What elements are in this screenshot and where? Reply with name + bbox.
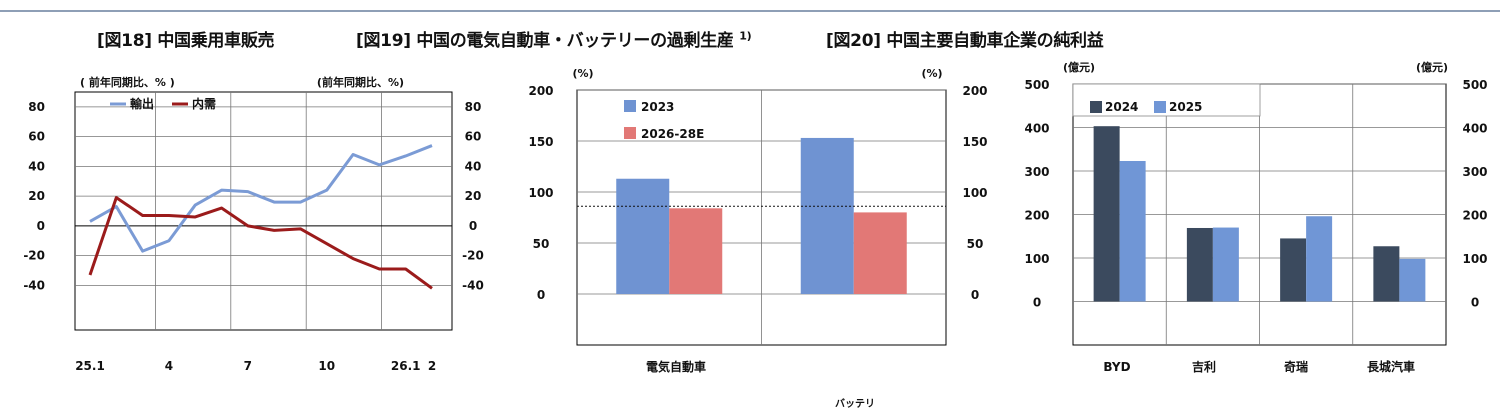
y-tick-label-left: 20 bbox=[28, 189, 45, 203]
y-tick-label-left: 100 bbox=[1024, 252, 1049, 266]
y-tick-label-right: 200 bbox=[962, 84, 987, 98]
y-tick-label-right: 80 bbox=[465, 100, 482, 114]
x-tick-label: BYD bbox=[1103, 360, 1130, 374]
y-tick-label-left: 100 bbox=[528, 186, 553, 200]
x-tick-label: 2 bbox=[428, 359, 436, 373]
y-tick-label-right: 500 bbox=[1462, 78, 1487, 92]
y-tick-label-right: 20 bbox=[465, 189, 482, 203]
y-tick-label-left: 0 bbox=[1033, 296, 1041, 310]
bar-2024 bbox=[1186, 227, 1213, 302]
legend-label: 2026-28E bbox=[641, 127, 704, 141]
x-tick-label: 10 bbox=[318, 359, 335, 373]
x-tick-label: 26.1 bbox=[391, 359, 421, 373]
y-tick-label-right: 0 bbox=[469, 219, 477, 233]
y-tick-label-left: 500 bbox=[1024, 78, 1049, 92]
bar-2024 bbox=[1373, 246, 1400, 302]
y-tick-label-right: -20 bbox=[462, 249, 484, 263]
left-axis-unit: ( 前年同期比、% ) bbox=[80, 75, 175, 89]
y-tick-label-right: 100 bbox=[962, 186, 987, 200]
bar-2025 bbox=[1119, 160, 1146, 302]
right-axis-unit: (%) bbox=[921, 67, 942, 80]
y-tick-label-left: 80 bbox=[28, 100, 45, 114]
y-tick-label-right: 50 bbox=[967, 237, 984, 251]
x-tick-label: 長城汽車 bbox=[1367, 359, 1415, 374]
x-tick-label: 奇瑞 bbox=[1284, 359, 1308, 374]
bar-2025 bbox=[1212, 227, 1239, 302]
x-tick-label: 25.1 bbox=[75, 359, 105, 373]
fig18-title: [図18] 中国乗用車販売 bbox=[97, 31, 275, 51]
y-tick-label-left: 150 bbox=[528, 135, 553, 149]
series-line-domestic bbox=[88, 196, 433, 290]
y-tick-label-right: -40 bbox=[462, 278, 484, 292]
legend-label: 2024 bbox=[1105, 100, 1138, 114]
legend-swatch bbox=[1090, 101, 1102, 113]
x-tick-label: 電気自動車 bbox=[646, 359, 706, 374]
legend-label: 2025 bbox=[1169, 100, 1202, 114]
y-tick-label-left: 0 bbox=[537, 288, 545, 302]
y-tick-label-left: 40 bbox=[28, 159, 45, 173]
y-tick-label-right: 200 bbox=[1462, 209, 1487, 223]
left-axis-unit: (%) bbox=[572, 67, 593, 80]
y-tick-label-left: -40 bbox=[23, 278, 45, 292]
y-tick-label-left: 200 bbox=[1024, 209, 1049, 223]
legend-box bbox=[1072, 83, 1261, 117]
y-tick-label-right: 40 bbox=[465, 159, 482, 173]
legend-swatch bbox=[624, 100, 636, 112]
right-axis-unit: (億元) bbox=[1416, 60, 1448, 74]
y-tick-label-right: 0 bbox=[1471, 296, 1479, 310]
left-axis-unit: (億元) bbox=[1063, 60, 1095, 74]
bar-2026-28E bbox=[669, 208, 723, 294]
y-tick-label-right: 400 bbox=[1462, 122, 1487, 136]
x-tick-label: 吉利 bbox=[1192, 359, 1216, 374]
fig20-title: [図20] 中国主要自動車企業の純利益 bbox=[826, 31, 1104, 51]
bar-2024 bbox=[1280, 238, 1307, 302]
y-tick-label-left: 200 bbox=[528, 84, 553, 98]
fig19-footnote-mark: 1) bbox=[739, 29, 752, 43]
legend-label: 内需 bbox=[192, 96, 216, 111]
legend-swatch bbox=[624, 127, 636, 139]
y-tick-label-left: 60 bbox=[28, 130, 45, 144]
fig19-title-text: [図19] 中国の電気自動車・バッテリーの過剰生産 bbox=[356, 31, 734, 51]
bar-2023 bbox=[800, 137, 854, 294]
y-tick-label-right: 100 bbox=[1462, 252, 1487, 266]
bar-2023 bbox=[616, 178, 670, 294]
x-tick-label: バッテリ bbox=[835, 398, 875, 410]
y-tick-label-left: 0 bbox=[37, 219, 45, 233]
plot-frame bbox=[74, 91, 453, 331]
series-line-export bbox=[89, 144, 433, 253]
y-tick-label-left: 50 bbox=[533, 237, 550, 251]
y-tick-label-left: -20 bbox=[23, 249, 45, 263]
right-axis-unit: (前年同期比、%) bbox=[317, 75, 404, 89]
y-tick-label-right: 60 bbox=[465, 130, 482, 144]
y-tick-label-left: 400 bbox=[1024, 122, 1049, 136]
x-tick-label: 7 bbox=[244, 359, 252, 373]
legend-label: 輸出 bbox=[130, 96, 154, 111]
bar-2024 bbox=[1093, 126, 1120, 302]
bar-2025 bbox=[1399, 258, 1426, 302]
y-tick-label-right: 150 bbox=[962, 135, 987, 149]
y-tick-label-right: 300 bbox=[1462, 165, 1487, 179]
bar-2025 bbox=[1306, 216, 1333, 302]
legend-label: 2023 bbox=[641, 100, 674, 114]
legend-swatch bbox=[1154, 101, 1166, 113]
y-tick-label-left: 300 bbox=[1024, 165, 1049, 179]
x-tick-label: 4 bbox=[165, 359, 173, 373]
top-rule bbox=[0, 10, 1500, 12]
fig19-title: [図19] 中国の電気自動車・バッテリーの過剰生産 1) bbox=[356, 26, 752, 51]
y-tick-label-right: 0 bbox=[971, 288, 979, 302]
bar-2026-28E bbox=[853, 212, 907, 294]
